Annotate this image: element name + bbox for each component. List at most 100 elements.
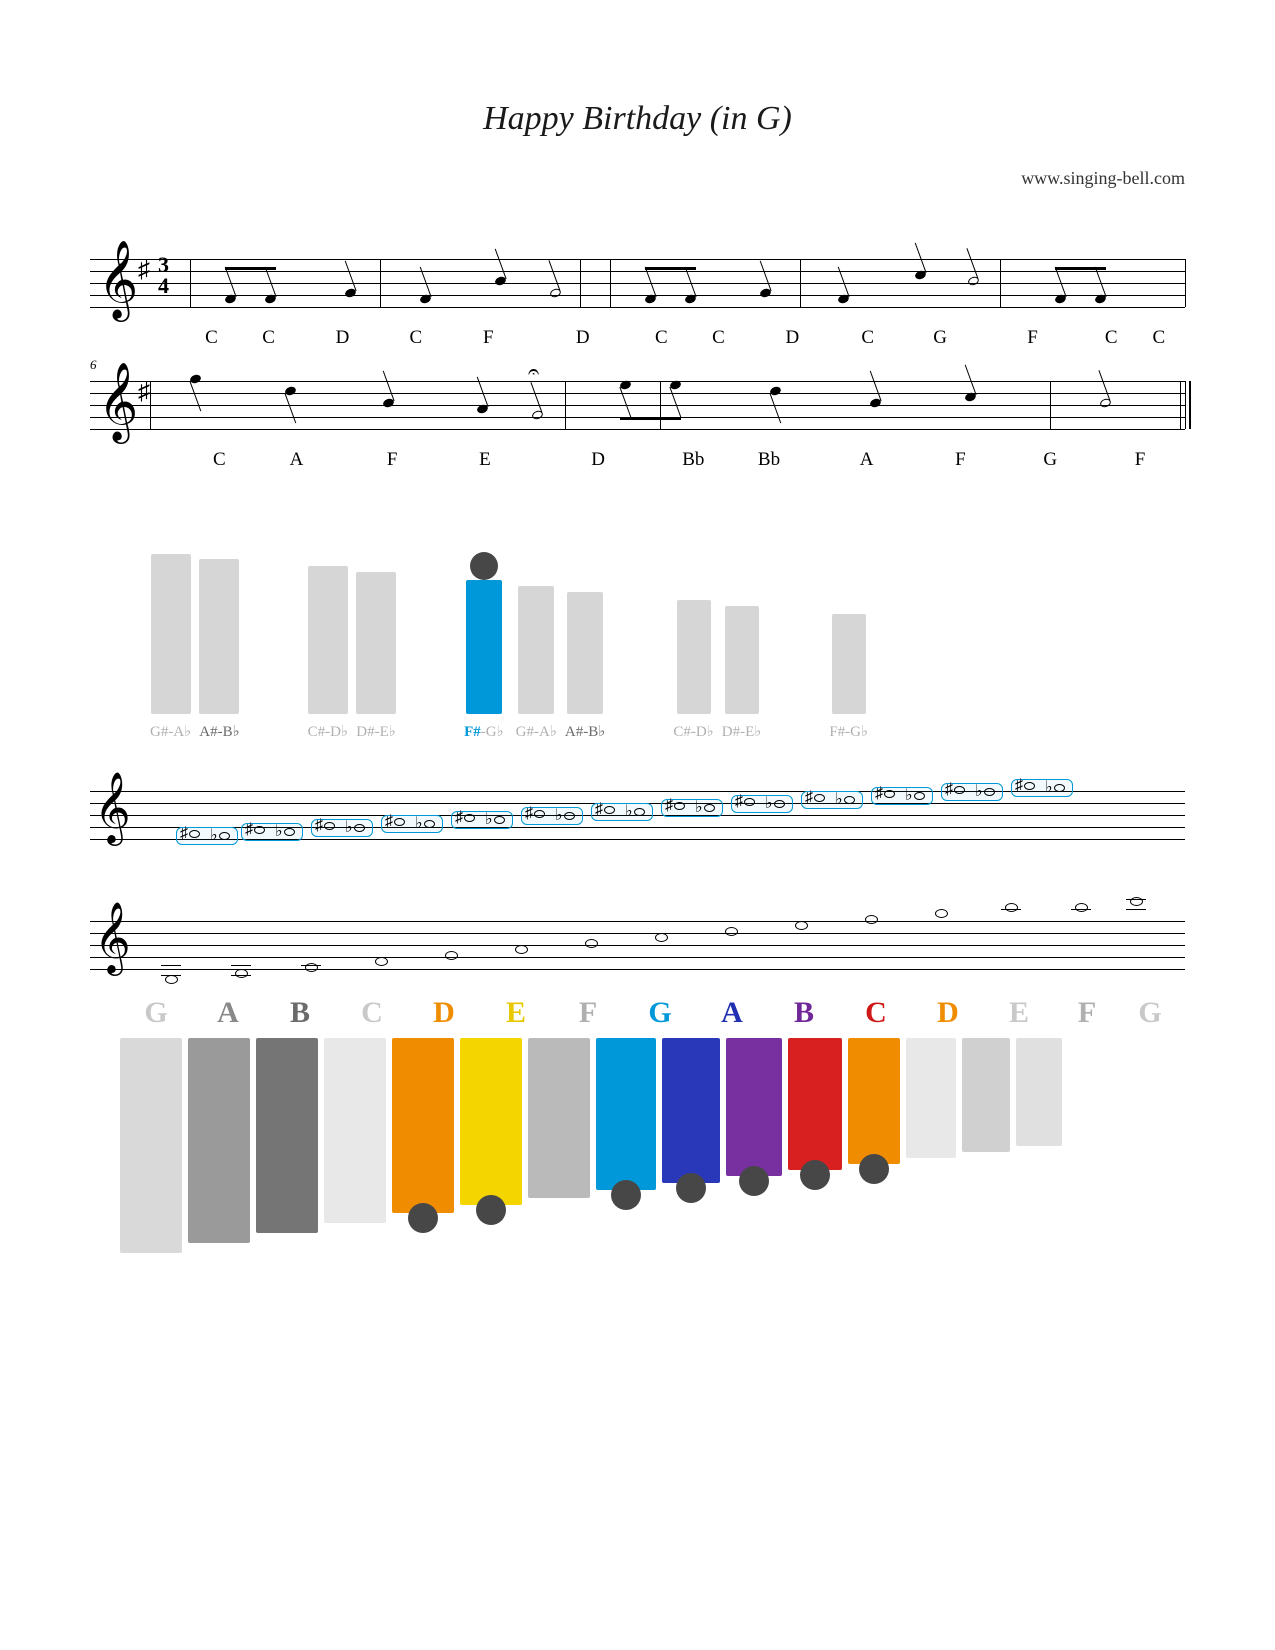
chromatic-note: ♯ xyxy=(875,785,895,803)
black-key-label: C#-D♭ xyxy=(308,722,348,741)
black-key: A#-B♭ xyxy=(199,559,239,741)
barline xyxy=(380,259,381,307)
chromatic-note: ♯ xyxy=(945,781,965,799)
chromatic-note: ♭ xyxy=(485,809,505,829)
whole-note xyxy=(865,915,878,924)
mallet-dot-icon xyxy=(800,1160,830,1190)
chromatic-note: ♭ xyxy=(210,825,230,845)
black-key-label: D#-E♭ xyxy=(356,722,396,741)
chromatic-note: ♭ xyxy=(345,817,365,837)
barline xyxy=(565,381,566,429)
note-letter: C xyxy=(233,327,304,349)
note-letter: C xyxy=(683,327,754,349)
color-key-label: F xyxy=(1054,996,1120,1030)
note-letter: C xyxy=(1090,327,1133,349)
mallet-dot-icon xyxy=(408,1203,438,1233)
treble-clef-icon: 𝄞 xyxy=(94,777,131,839)
barline xyxy=(1185,259,1186,307)
note-letter: D xyxy=(530,449,667,471)
color-key-label: E xyxy=(984,996,1054,1030)
color-key-label: G xyxy=(624,996,696,1030)
note-letters-row-2: CAFEDBbBbAFGF xyxy=(90,449,1185,471)
color-key-label: B xyxy=(264,996,336,1030)
color-key-bar xyxy=(528,1038,590,1198)
whole-note xyxy=(445,951,458,960)
whole-note xyxy=(585,939,598,948)
color-key-label: D xyxy=(912,996,984,1030)
color-key-bar xyxy=(392,1038,454,1213)
staff-line-2: 6 𝄞 ♯ 𝄐 CAFEDBbBbAFGF xyxy=(90,361,1185,471)
note-letter: G xyxy=(1005,449,1095,471)
natural-scale-staff: 𝄞 xyxy=(90,891,1185,981)
barline xyxy=(150,381,151,429)
note-letter: D xyxy=(754,327,830,349)
fermata-icon: 𝄐 xyxy=(528,361,539,384)
ledger-line xyxy=(161,965,181,966)
black-key: D#-E♭ xyxy=(356,572,396,741)
black-key: F#-G♭ xyxy=(464,552,504,741)
staff-line-1: 𝄞 ♯ 3 4 CCDCFDCCDCGFCC xyxy=(90,239,1185,349)
color-key-label: C xyxy=(336,996,408,1030)
chromatic-note: ♭ xyxy=(275,821,295,841)
note-letter: E xyxy=(440,449,530,471)
note-letters-row-1: CCDCFDCCDCGFCC xyxy=(90,327,1185,349)
note-letter: D xyxy=(526,327,640,349)
note-letter: C xyxy=(1133,327,1185,349)
note-letter: A xyxy=(818,449,916,471)
key-signature: ♯ xyxy=(138,379,150,406)
note-letter: D xyxy=(304,327,380,349)
color-key-bar xyxy=(906,1038,956,1158)
chromatic-note: ♯ xyxy=(525,805,545,823)
note-letter: C xyxy=(831,327,905,349)
color-key-label: G xyxy=(1120,996,1180,1030)
color-key-bar xyxy=(596,1038,656,1190)
whole-note xyxy=(305,963,318,972)
chromatic-note: ♯ xyxy=(385,813,405,831)
note-letter: F xyxy=(915,449,1005,471)
chromatic-note: ♯ xyxy=(315,817,335,835)
mallet-icon xyxy=(470,552,498,580)
measure-number: 6 xyxy=(90,357,97,373)
note-letter: F xyxy=(975,327,1089,349)
whole-note xyxy=(515,945,528,954)
chromatic-note: ♭ xyxy=(905,785,925,805)
color-key-bar xyxy=(460,1038,522,1205)
website-url: www.singing-bell.com xyxy=(90,168,1185,189)
black-key: F#-G♭ xyxy=(829,614,868,741)
key-signature: ♯ xyxy=(138,257,150,284)
black-key-label: C#-D♭ xyxy=(673,722,713,741)
page-title: Happy Birthday (in G) xyxy=(90,100,1185,138)
chromatic-note: ♯ xyxy=(180,825,200,843)
chromatic-note: ♭ xyxy=(1045,777,1065,797)
whole-note xyxy=(1075,903,1088,912)
color-key-bar xyxy=(788,1038,842,1170)
color-key-label: G xyxy=(120,996,192,1030)
color-keys-section: GABCDEFGABCDEFG xyxy=(90,996,1185,1253)
barline xyxy=(1185,381,1191,429)
mallet-dot-icon xyxy=(611,1180,641,1210)
note-letter: G xyxy=(905,327,976,349)
barline xyxy=(660,381,661,429)
chromatic-note: ♭ xyxy=(695,797,715,817)
color-key-bar xyxy=(848,1038,900,1164)
chromatic-note: ♭ xyxy=(835,789,855,809)
treble-clef-icon: 𝄞 xyxy=(98,245,138,313)
black-key: G#-A♭ xyxy=(516,586,557,741)
color-key-label: F xyxy=(552,996,624,1030)
treble-clef-icon: 𝄞 xyxy=(94,907,131,969)
beam xyxy=(1055,267,1106,270)
mallet-dot-icon xyxy=(739,1166,769,1196)
color-key-label: C xyxy=(840,996,912,1030)
chromatic-note: ♭ xyxy=(975,781,995,801)
color-key-bar xyxy=(256,1038,318,1233)
mallet-dot-icon xyxy=(676,1173,706,1203)
whole-note xyxy=(725,927,738,936)
chromatic-note: ♯ xyxy=(1015,777,1035,795)
color-key-bar xyxy=(188,1038,250,1243)
note-letter: C xyxy=(381,327,452,349)
color-key-bar xyxy=(962,1038,1010,1152)
time-signature: 3 4 xyxy=(158,255,169,297)
chromatic-note: ♭ xyxy=(625,801,645,821)
black-key-label: D#-E♭ xyxy=(722,722,762,741)
chromatic-note: ♭ xyxy=(765,793,785,813)
